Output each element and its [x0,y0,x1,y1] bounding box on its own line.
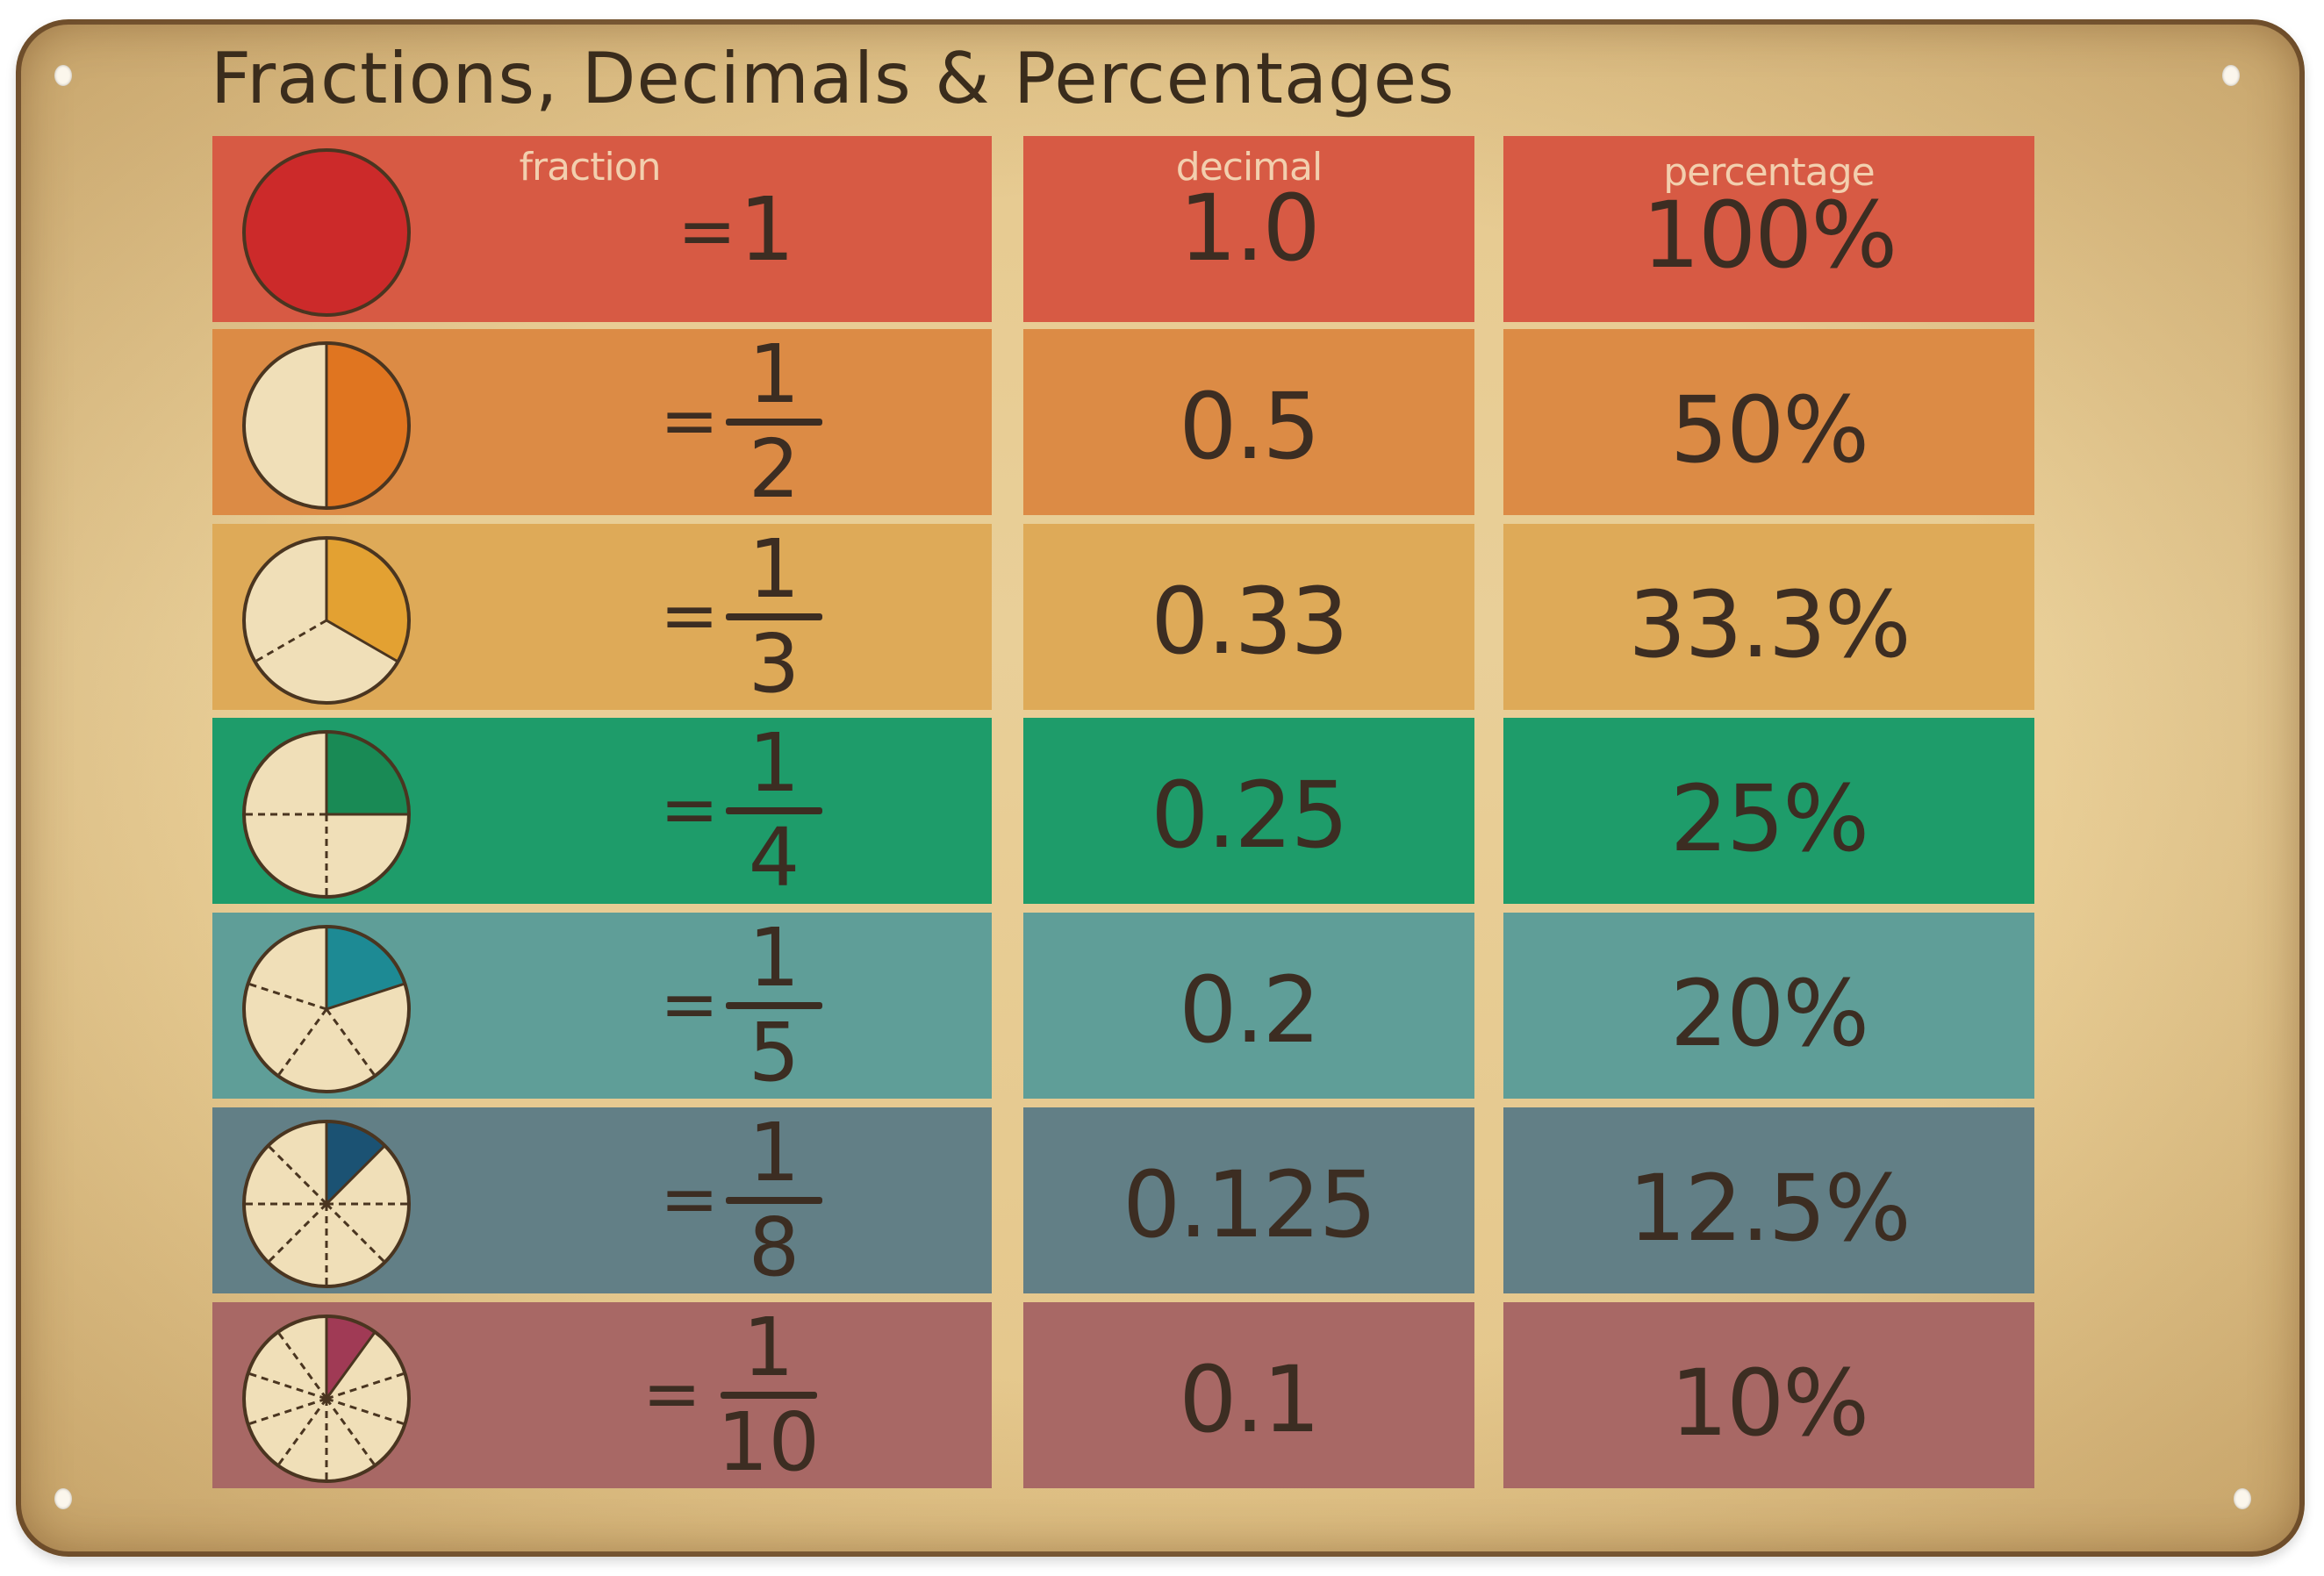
mounting-hole-top-right [2222,65,2240,86]
equals-sign: = [660,1158,720,1240]
poster-title: Fractions, Decimals & Percentages [211,38,1455,119]
percentage-cell: 12.5% [1503,1107,2034,1293]
percentage-cell: percentage 100% [1503,136,2034,322]
percentage-header: percentage [1663,150,1876,195]
table-row: = 1 2 0.5 50% [0,329,2324,515]
decimal-value: 0.33 [1151,568,1349,675]
percentage-cell: 10% [1503,1302,2034,1488]
decimal-value: 0.25 [1151,762,1349,869]
table-row: = 1 3 0.33 33.3% [0,524,2324,710]
decimal-cell: 0.25 [1023,718,1474,904]
decimal-value: 0.1 [1179,1346,1320,1453]
mounting-hole-bottom-left [54,1488,72,1509]
decimal-cell: 0.2 [1023,913,1474,1099]
mounting-hole-top-left [54,65,72,86]
table-row: = 1 4 0.25 25% [0,718,2324,904]
fraction-denominator: 10 [717,1395,821,1489]
fraction-value: 1 [739,178,795,281]
pie-fraction-icon [242,341,411,510]
decimal-cell: 0.1 [1023,1302,1474,1488]
fraction-numerator: 1 [748,716,800,810]
fraction-cell: = 1 4 [212,718,992,904]
pie-fraction-icon [242,730,411,899]
percentage-cell: 50% [1503,329,2034,515]
percentage-value: 25% [1669,765,1869,872]
fraction-denominator: 4 [748,811,800,905]
table-row: = 1 10 0.1 10% [0,1302,2324,1488]
percentage-value: 50% [1669,376,1869,484]
percentage-value: 100% [1641,182,1897,289]
pie-fraction-icon [242,925,411,1093]
pie-fraction-icon [242,1315,411,1483]
fraction-numerator: 1 [742,1300,794,1394]
decimal-cell: 0.33 [1023,524,1474,710]
fraction-bar [726,613,822,620]
fraction-bar [726,1002,822,1009]
fraction-bar [726,1197,822,1204]
table-row: = 1 8 0.125 12.5% [0,1107,2324,1293]
fraction-numerator: 1 [748,522,800,616]
fraction-bar [720,1392,817,1399]
decimal-value: 0.125 [1123,1151,1377,1258]
fraction-cell: = 1 3 [212,524,992,710]
equals-sign: = [678,190,737,272]
percentage-value: 12.5% [1628,1155,1911,1262]
fraction-denominator: 8 [748,1200,800,1294]
fraction-denominator: 2 [748,422,800,516]
equals-sign: = [660,575,720,656]
mounting-hole-bottom-right [2234,1488,2251,1509]
fraction-cell: fraction = 1 [212,136,992,322]
equals-sign: = [660,769,720,850]
percentage-cell: 33.3% [1503,524,2034,710]
decimal-cell: decimal 1.0 [1023,136,1474,322]
fraction-denominator: 3 [748,617,800,711]
fraction-header: fraction [519,145,661,190]
decimal-cell: 0.5 [1023,329,1474,515]
fraction-cell: = 1 10 [212,1302,992,1488]
table-row: fraction = 1 decimal 1.0 percentage 100% [0,136,2324,322]
fraction-numerator: 1 [748,911,800,1005]
decimal-cell: 0.125 [1023,1107,1474,1293]
pie-fraction-icon [242,148,411,317]
equals-sign: = [642,1353,702,1435]
percentage-cell: 25% [1503,718,2034,904]
decimal-value: 0.2 [1179,956,1320,1064]
percentage-cell: 20% [1503,913,2034,1099]
table-row: = 1 5 0.2 20% [0,913,2324,1099]
fraction-cell: = 1 5 [212,913,992,1099]
fraction-cell: = 1 8 [212,1107,992,1293]
pie-fraction-icon [242,1120,411,1288]
decimal-header: decimal [1175,145,1323,190]
decimal-value: 1.0 [1179,175,1320,282]
percentage-value: 33.3% [1628,571,1911,678]
pie-fraction-icon [242,536,411,705]
equals-sign: = [660,380,720,462]
fraction-bar [726,807,822,814]
fraction-numerator: 1 [748,327,800,421]
fraction-denominator: 5 [748,1006,800,1100]
fraction-cell: = 1 2 [212,329,992,515]
fraction-stack: 1 10 [717,1307,820,1483]
percentage-value: 10% [1669,1350,1869,1457]
equals-sign: = [660,964,720,1045]
percentage-value: 20% [1669,960,1869,1067]
decimal-value: 0.5 [1179,373,1320,480]
fraction-bar [726,419,822,426]
fraction-numerator: 1 [748,1106,800,1200]
